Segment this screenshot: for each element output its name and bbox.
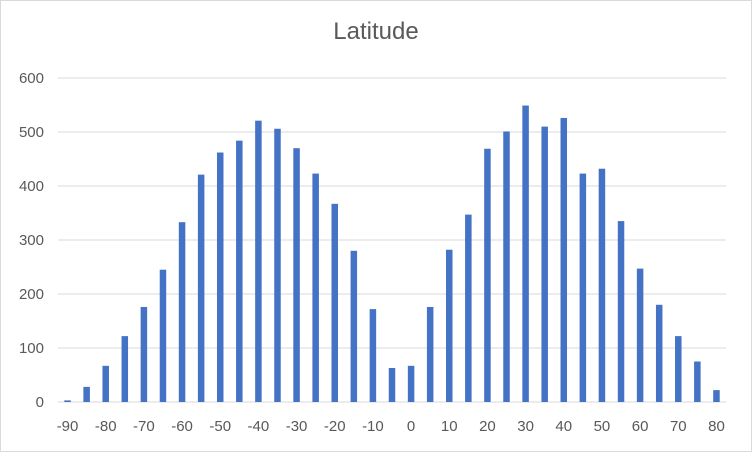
y-tick-label: 100 bbox=[19, 340, 44, 357]
x-tick-label: -90 bbox=[57, 418, 79, 435]
bar bbox=[426, 306, 434, 402]
y-tick-label: 400 bbox=[19, 178, 44, 195]
chart-title: Latitude bbox=[333, 18, 419, 45]
x-tick-label: 10 bbox=[441, 418, 458, 435]
bar bbox=[675, 336, 682, 402]
bar bbox=[140, 306, 148, 402]
x-tick-label: -50 bbox=[209, 418, 231, 435]
bar bbox=[255, 120, 262, 402]
bar bbox=[197, 174, 205, 402]
bar bbox=[636, 268, 644, 402]
x-tick-label: 50 bbox=[594, 418, 611, 435]
bar bbox=[560, 117, 568, 403]
x-tick-label: -70 bbox=[133, 418, 155, 435]
bar bbox=[503, 131, 510, 402]
bars bbox=[64, 105, 720, 403]
bar bbox=[579, 173, 587, 402]
bar bbox=[102, 365, 109, 402]
x-tick-label: 80 bbox=[708, 418, 725, 435]
x-tick-label: -30 bbox=[286, 418, 308, 435]
x-tick-label: -60 bbox=[171, 418, 193, 435]
bar bbox=[541, 126, 548, 402]
x-tick-label: -20 bbox=[324, 418, 346, 435]
x-tick-label: 30 bbox=[517, 418, 534, 435]
x-tick-label: 60 bbox=[632, 418, 649, 435]
y-tick-label: 600 bbox=[19, 70, 44, 87]
bar bbox=[655, 304, 663, 402]
bar bbox=[522, 105, 529, 402]
x-tick-label: -10 bbox=[362, 418, 384, 435]
bar bbox=[617, 221, 625, 402]
x-tick-label: 70 bbox=[670, 418, 687, 435]
bar bbox=[388, 367, 396, 402]
bar bbox=[312, 173, 319, 402]
y-tick-label: 300 bbox=[19, 232, 44, 249]
x-tick-label: 20 bbox=[479, 418, 496, 435]
bar bbox=[274, 128, 281, 402]
bar bbox=[216, 152, 224, 402]
bar bbox=[331, 203, 338, 402]
bar bbox=[598, 168, 606, 402]
y-axis-labels: 0 100 200 300 400 500 600 bbox=[19, 70, 44, 411]
x-tick-label: -40 bbox=[248, 418, 270, 435]
bar bbox=[178, 222, 186, 402]
bar bbox=[350, 250, 358, 402]
bar bbox=[369, 309, 377, 402]
bar bbox=[694, 361, 701, 402]
bar bbox=[64, 400, 71, 402]
bar bbox=[121, 336, 129, 402]
x-tick-label: -80 bbox=[95, 418, 117, 435]
y-tick-label: 500 bbox=[19, 124, 44, 141]
bar bbox=[446, 249, 453, 402]
y-tick-label: 0 bbox=[36, 394, 44, 411]
x-tick-label: 40 bbox=[555, 418, 572, 435]
bar bbox=[713, 390, 720, 402]
bar bbox=[484, 148, 491, 402]
bar bbox=[236, 140, 243, 402]
bar bbox=[293, 148, 300, 402]
gridlines bbox=[58, 77, 726, 403]
y-tick-label: 200 bbox=[19, 286, 44, 303]
bar bbox=[159, 269, 167, 402]
bar bbox=[465, 214, 472, 402]
bar bbox=[407, 365, 415, 402]
x-tick-label: 0 bbox=[407, 418, 415, 435]
x-axis-labels: -90 -80 -70 -60 -50 -40 -30 -20 -10 0 10 20 30 40 50 60… bbox=[57, 418, 725, 435]
bar bbox=[83, 386, 90, 402]
